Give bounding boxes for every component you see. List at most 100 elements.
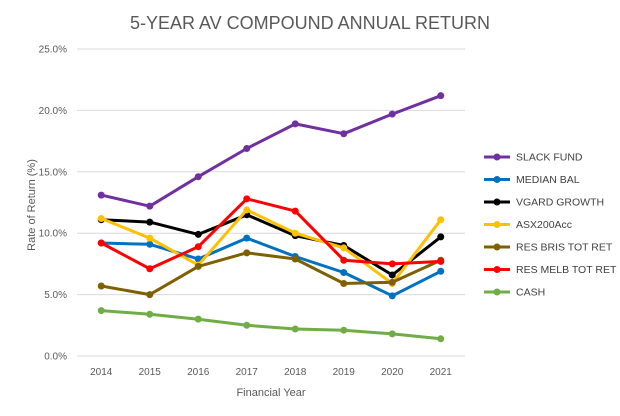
data-point — [146, 234, 154, 242]
x-tick-label: 2018 — [284, 367, 307, 378]
data-point — [388, 330, 396, 338]
legend-marker — [493, 266, 501, 273]
data-point — [194, 173, 202, 181]
legend-label: MEDIAN BAL — [516, 174, 580, 186]
data-point — [243, 195, 251, 203]
data-point — [388, 110, 396, 118]
series-median-bal — [97, 234, 445, 300]
x-tick-label: 2019 — [333, 367, 356, 378]
series-line — [101, 251, 442, 297]
data-point — [388, 260, 396, 268]
series-line — [100, 208, 442, 285]
legend-marker — [493, 153, 501, 161]
data-point — [437, 267, 445, 275]
series-line — [101, 213, 442, 277]
y-tick-label: 15.0% — [39, 167, 67, 178]
chart-title: 5-YEAR AV COMPOUND ANNUAL RETURN — [130, 13, 490, 33]
y-tick-label: 0.0% — [44, 352, 67, 363]
data-point — [194, 230, 202, 238]
series-line — [100, 94, 442, 208]
data-point — [340, 256, 348, 264]
legend-item: VGARD GROWTH — [484, 197, 604, 209]
data-point — [437, 216, 445, 224]
legend-item: CASH — [484, 287, 545, 299]
x-tick-label: 2020 — [381, 367, 404, 378]
y-tick-label: 5.0% — [44, 290, 67, 301]
series-line — [100, 197, 441, 271]
legend-item: RES BRIS TOT RET — [484, 242, 613, 254]
x-tick-label: 2015 — [139, 367, 162, 378]
legend-marker — [493, 288, 501, 296]
x-tick-label: 2016 — [187, 367, 210, 378]
x-tick-label: 2017 — [236, 367, 259, 378]
legend-item: MEDIAN BAL — [484, 174, 580, 186]
data-point — [194, 255, 202, 263]
data-point — [437, 257, 445, 265]
data-point — [243, 249, 251, 257]
data-point — [291, 207, 299, 215]
legend-marker — [493, 176, 501, 183]
data-point — [194, 315, 202, 323]
series-lines — [97, 92, 445, 343]
data-point — [146, 265, 154, 273]
legend-item: RES MELB TOT RET — [484, 264, 617, 276]
data-point — [146, 202, 154, 210]
data-point — [340, 130, 348, 138]
data-point — [194, 262, 202, 270]
data-point — [291, 229, 299, 237]
data-point — [146, 291, 154, 299]
data-point — [243, 144, 251, 152]
data-point — [388, 278, 396, 286]
data-point — [243, 234, 251, 242]
y-tick-label: 25.0% — [39, 45, 67, 56]
data-point — [388, 292, 396, 300]
legend-label: RES BRIS TOT RET — [516, 242, 613, 254]
x-axis-label: Financial Year — [236, 387, 305, 399]
data-point — [97, 282, 105, 290]
legend-marker — [493, 221, 501, 228]
x-tick-label: 2021 — [430, 367, 453, 378]
data-point — [437, 335, 445, 343]
data-point — [97, 191, 105, 199]
data-point — [243, 206, 251, 214]
legend-label: ASX200Acc — [516, 219, 572, 231]
y-tick-label: 20.0% — [39, 106, 67, 117]
legend-label: VGARD GROWTH — [516, 197, 604, 209]
legend-marker — [493, 198, 501, 206]
data-point — [340, 280, 348, 288]
data-point — [340, 268, 348, 276]
legend-label: RES MELB TOT RET — [516, 264, 617, 276]
data-point — [437, 233, 445, 241]
data-point — [291, 325, 299, 333]
x-tick-label: 2014 — [90, 367, 113, 378]
series-line — [101, 309, 441, 341]
data-point — [97, 239, 105, 247]
y-axis-label: Rate of Return (%) — [26, 159, 38, 251]
data-point — [291, 255, 299, 263]
legend-item: SLACK FUND — [484, 152, 583, 164]
legend-item: ASX200Acc — [484, 219, 572, 231]
y-axis-ticks: 0.0% 5.0% 10.0% 15.0% 20.0% 25.0% — [39, 45, 67, 363]
data-point — [146, 310, 154, 318]
data-point — [291, 120, 299, 128]
data-point — [243, 321, 251, 329]
series-cash — [97, 307, 445, 343]
data-point — [437, 92, 445, 100]
y-tick-label: 10.0% — [39, 229, 67, 240]
legend: SLACK FUND MEDIAN BAL VGARD GROWTH ASX200Ac… — [484, 152, 617, 299]
data-point — [194, 243, 202, 251]
data-point — [97, 214, 105, 222]
legend-label: SLACK FUND — [516, 152, 583, 164]
series-res-melb-tot-ret — [97, 195, 445, 273]
series-slack-fund — [97, 92, 445, 210]
x-axis-ticks: 2014 2015 2016 2017 2018 2019 2020 2021 — [90, 367, 452, 378]
data-point — [146, 240, 154, 248]
data-point — [340, 326, 348, 334]
legend-marker — [493, 243, 501, 251]
series-line — [101, 236, 442, 298]
data-point — [97, 307, 105, 315]
data-point — [340, 244, 348, 252]
legend-label: CASH — [516, 287, 545, 299]
